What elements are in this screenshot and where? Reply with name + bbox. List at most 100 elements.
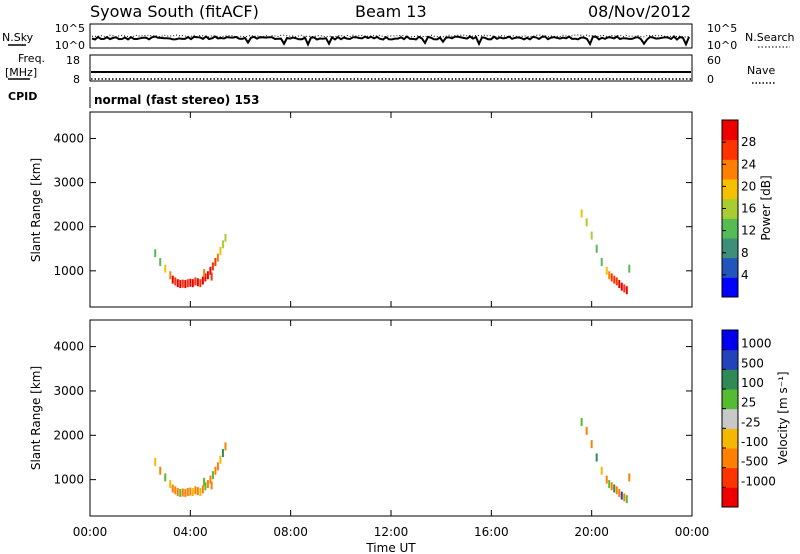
colorbar-segment (722, 198, 738, 219)
station-title: Syowa South (fitACF) (90, 2, 259, 21)
data-point (219, 246, 222, 255)
nsearch-tick-top: 10^5 (707, 22, 737, 35)
data-point (613, 484, 616, 493)
power-y-label: Slant Range [km] (29, 158, 43, 262)
data-point (154, 457, 157, 466)
nsky-label: N.Sky (2, 31, 34, 44)
colorbar-segment (722, 257, 738, 278)
data-point (164, 473, 167, 482)
colorbar-segment (722, 349, 738, 370)
x-tick-label: 00:00 (675, 525, 710, 539)
data-point (623, 284, 626, 293)
data-point (164, 264, 167, 273)
data-point (154, 249, 157, 258)
beam-title: Beam 13 (355, 2, 427, 21)
cpid-text: normal (fast stereo) 153 (94, 93, 260, 107)
data-point (210, 481, 213, 490)
freq-tick-top: 18 (66, 54, 80, 67)
data-point (203, 269, 206, 278)
data-point (221, 449, 224, 458)
data-point (605, 266, 608, 275)
x-tick-label: 04:00 (173, 525, 208, 539)
data-point (615, 486, 618, 495)
data-point (203, 477, 206, 486)
power-panel-frame (89, 111, 693, 308)
data-point (194, 277, 197, 286)
data-point (186, 279, 189, 288)
power-points (154, 209, 631, 295)
data-point (210, 272, 213, 281)
colorbar-tick-label: 12 (741, 224, 756, 238)
nave-tick-bottom: 0 (707, 73, 714, 86)
data-point (174, 277, 177, 286)
colorbar-segment (722, 330, 738, 351)
y-tick-label: 1000 (53, 264, 84, 278)
data-point (199, 279, 202, 288)
data-point (211, 262, 214, 271)
colorbar-segment (722, 277, 738, 298)
colorbar-segment (722, 179, 738, 200)
y-tick-label: 4000 (53, 131, 84, 145)
colorbar-segment (722, 139, 738, 160)
colorbar-segment (722, 467, 738, 488)
power-x-ticks (89, 112, 693, 307)
x-tick-label: 00:00 (73, 525, 108, 539)
colorbar-segment (722, 389, 738, 410)
velocity-colorbar: 1000 500 100 25 -25 -100 -500 -1000 (721, 329, 776, 508)
colorbar-segment (722, 159, 738, 180)
data-point (176, 279, 179, 288)
data-point (580, 417, 583, 426)
data-point (169, 480, 172, 489)
data-point (201, 276, 204, 285)
data-point (216, 462, 219, 471)
colorbar-tick-label: 4 (741, 268, 749, 282)
data-point (159, 258, 162, 266)
colorbar-tick-label: -500 (741, 455, 768, 469)
data-point (199, 488, 202, 497)
velocity-colorbar-label: Velocity [m s⁻¹] (776, 371, 790, 464)
nave-label: Nave (747, 64, 775, 77)
colorbar-tick-label: 1000 (741, 337, 772, 351)
data-point (201, 485, 204, 494)
data-point (625, 286, 628, 295)
data-point (590, 440, 593, 449)
data-point (209, 266, 212, 275)
y-tick-label: 2000 (53, 428, 84, 442)
data-point (580, 209, 583, 218)
x-tick-label: 12:00 (374, 525, 409, 539)
data-point (204, 273, 207, 282)
data-point (600, 258, 603, 266)
data-point (214, 258, 217, 266)
colorbar-segment (722, 218, 738, 239)
colorbar-tick-label: 20 (741, 179, 756, 193)
y-tick-label: 2000 (53, 220, 84, 234)
velocity-y-axis: 1000 2000 3000 4000 (53, 340, 692, 487)
velocity-points (154, 417, 631, 504)
date-title: 08/Nov/2012 (588, 2, 691, 21)
freq-unit-label: [MHz] (5, 66, 37, 79)
data-point (174, 486, 177, 495)
data-point (595, 244, 598, 253)
colorbar-tick-label: 500 (741, 356, 764, 370)
colorbar-segment (722, 448, 738, 469)
data-point (224, 442, 227, 451)
x-tick-label: 16:00 (474, 525, 509, 539)
nsky-trace (91, 35, 690, 47)
freq-panel-frame (89, 54, 693, 82)
data-point (189, 487, 192, 496)
x-axis-tick-labels: 00:00 04:00 08:00 12:00 16:00 20:00 00:00 (73, 525, 710, 539)
x-axis-title: Time UT (365, 541, 416, 554)
data-point (625, 495, 628, 504)
data-point (618, 488, 621, 497)
data-point (181, 488, 184, 497)
data-point (206, 271, 209, 280)
freq-tick-bottom: 8 (73, 73, 80, 86)
colorbar-tick-label: -25 (741, 415, 761, 429)
data-point (219, 455, 222, 464)
data-point (608, 271, 611, 280)
x-tick-label: 08:00 (273, 525, 308, 539)
colorbar-segment (722, 408, 738, 429)
data-point (179, 488, 182, 497)
cpid-label: CPID (8, 90, 37, 103)
data-point (216, 253, 219, 262)
